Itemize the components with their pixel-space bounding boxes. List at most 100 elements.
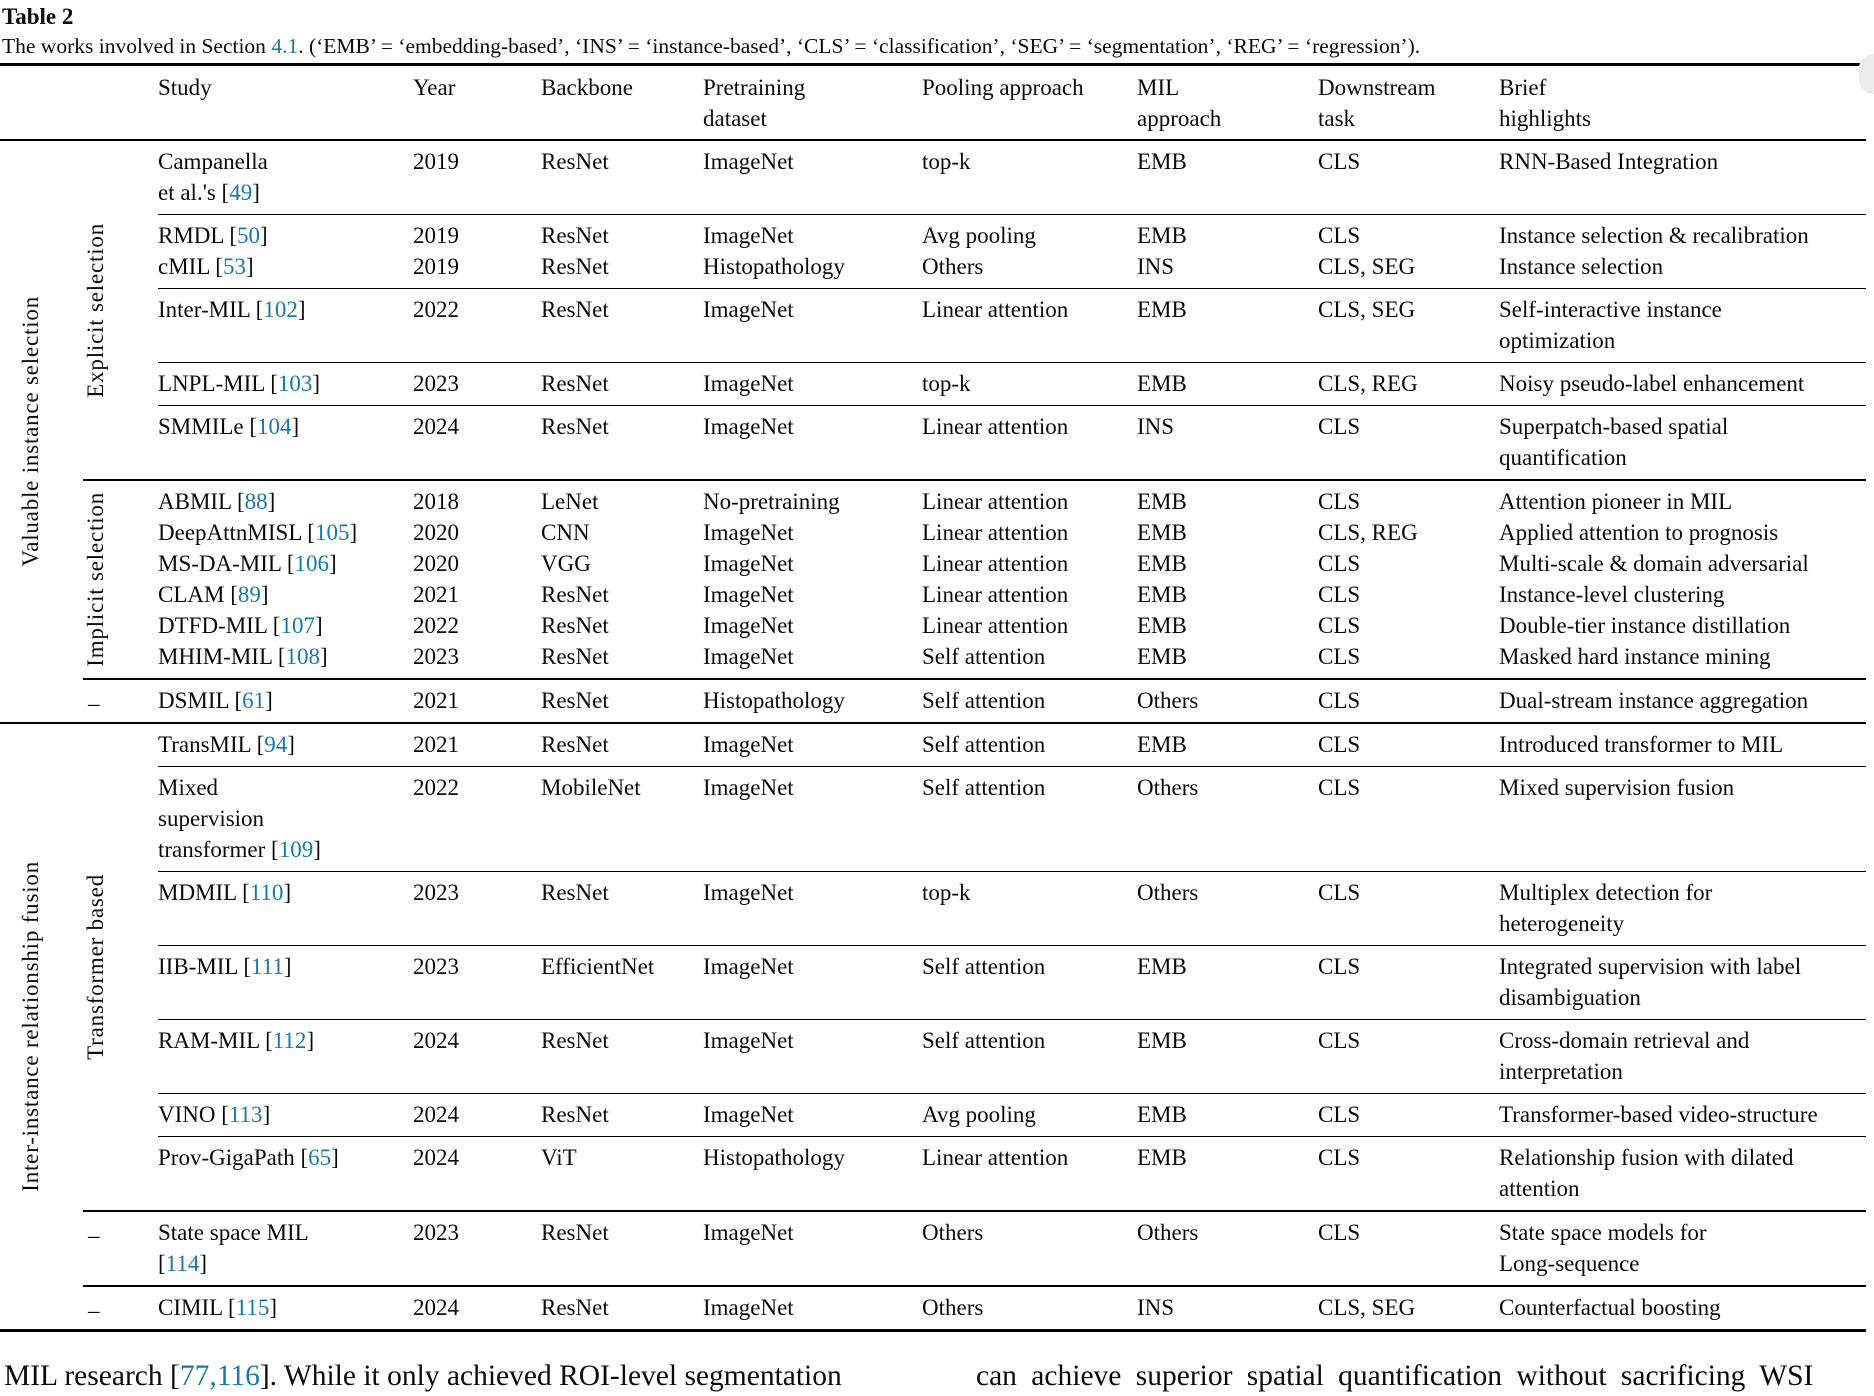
- cell-study: Mixed supervision transformer [109]: [158, 775, 321, 862]
- cell-year: 2019: [413, 254, 459, 279]
- subgroup-label: –: [88, 691, 100, 716]
- cell-backbone: ResNet: [541, 582, 609, 607]
- cell-mil: EMB: [1137, 732, 1187, 757]
- row-subgroup: Explicit selection Campanella et al.'s [49…: [83, 141, 1866, 479]
- cell-task: CLS: [1318, 644, 1361, 669]
- table-band: ABMIL [88] 2018 LeNet No-pretraining Linear …: [158, 481, 1866, 678]
- table-band: MDMIL [110] 2023 ResNet ImageNet top-k Others…: [158, 871, 1866, 945]
- cell-task: CLS: [1318, 414, 1361, 439]
- cell-backbone: ResNet: [541, 1102, 609, 1127]
- citation-link[interactable]: 105: [314, 520, 350, 545]
- cell-task: CLS: [1318, 149, 1361, 174]
- cell-mil: EMB: [1137, 371, 1187, 396]
- cell-pretraining: ImageNet: [703, 732, 794, 757]
- cell-study: TransMIL [94]: [158, 732, 295, 757]
- cell-mil: INS: [1137, 1295, 1175, 1320]
- cell-study: CLAM [89]: [158, 582, 269, 607]
- citation-link[interactable]: 104: [257, 414, 292, 439]
- cell-pretraining: Histopathology: [703, 254, 845, 279]
- cell-pretraining: ImageNet: [703, 954, 794, 979]
- table-band: Prov-GigaPath [65] 2024 ViT Histopathology L…: [158, 1136, 1866, 1210]
- citation-link[interactable]: 89: [237, 582, 261, 607]
- cell-mil: EMB: [1137, 489, 1187, 514]
- cell-pretraining: ImageNet: [703, 775, 794, 800]
- cell-backbone: ResNet: [541, 254, 609, 279]
- citation-link[interactable]: 106: [294, 551, 330, 576]
- cell-pretraining: ImageNet: [703, 223, 794, 248]
- cell-study: LNPL-MIL [103]: [158, 371, 321, 396]
- cell-pretraining: ImageNet: [703, 613, 794, 638]
- citation-link[interactable]: 103: [277, 371, 313, 396]
- citation-link[interactable]: 114: [165, 1251, 200, 1276]
- cell-backbone: MobileNet: [541, 775, 641, 800]
- citation-link[interactable]: 88: [244, 489, 268, 514]
- cell-study: Campanella et al.'s [49]: [158, 149, 268, 205]
- table-band: Inter-MIL [102] 2022 ResNet ImageNet Linear …: [158, 288, 1866, 362]
- table-row: DSMIL [61] 2021 ResNet Histopathology Self a…: [158, 685, 1866, 716]
- table-band: DSMIL [61] 2021 ResNet Histopathology Self a…: [158, 680, 1866, 722]
- row-subgroup: – DSMIL [61] 2021 ResNet Histopathology Self …: [83, 678, 1866, 722]
- section-link[interactable]: 4.1: [271, 34, 299, 58]
- citation-link[interactable]: 110: [249, 880, 284, 905]
- table-band: CIMIL [115] 2024 ResNet ImageNet Others INS CL…: [158, 1287, 1866, 1329]
- cell-task: CLS: [1318, 1102, 1361, 1127]
- citation-link[interactable]: 108: [285, 644, 321, 669]
- table-row: TransMIL [94] 2021 ResNet ImageNet Self atte…: [158, 729, 1866, 760]
- citation-link[interactable]: 61: [242, 688, 266, 713]
- row-subgroup: – CIMIL [115] 2024 ResNet ImageNet Others INS C…: [83, 1285, 1866, 1329]
- citation-link[interactable]: 65: [308, 1145, 332, 1170]
- citation-link[interactable]: 94: [264, 732, 288, 757]
- cell-mil: EMB: [1137, 223, 1187, 248]
- cell-study: MHIM-MIL [108]: [158, 644, 328, 669]
- cell-backbone: VGG: [541, 551, 591, 576]
- cell-year: 2020: [413, 551, 459, 576]
- edge-scroll-thumb: [1859, 54, 1874, 94]
- cell-mil: EMB: [1137, 582, 1187, 607]
- citation-link[interactable]: 53: [222, 254, 246, 279]
- works-table: Study Year Backbone Pretraining dataset Pooli…: [0, 63, 1866, 1332]
- table-row: LNPL-MIL [103] 2023 ResNet ImageNet top-k EMB…: [158, 368, 1866, 399]
- table-caption-block: Table 2 The works involved in Section 4.…: [0, 0, 1874, 59]
- table-row: RMDL [50] 2019 ResNet ImageNet Avg pooling EM…: [158, 220, 1866, 251]
- cell-pooling: Self attention: [922, 732, 1046, 757]
- cell-task: CLS, SEG: [1318, 254, 1416, 279]
- cell-year: 2023: [413, 880, 459, 905]
- citation-link[interactable]: 112: [272, 1028, 307, 1053]
- cell-pooling: Linear attention: [922, 297, 1069, 322]
- cell-mil: EMB: [1137, 297, 1187, 322]
- cell-study: VINO [113]: [158, 1102, 271, 1127]
- cell-task: CLS: [1318, 1028, 1361, 1053]
- cell-backbone: ResNet: [541, 732, 609, 757]
- cell-task: CLS: [1318, 775, 1361, 800]
- cell-mil: Others: [1137, 688, 1199, 713]
- table-band: Campanella et al.'s [49] 2019 ResNet ImageNe…: [158, 141, 1866, 214]
- cell-year: 2023: [413, 371, 459, 396]
- citation-link[interactable]: 113: [228, 1102, 263, 1127]
- cell-pooling: Linear attention: [922, 582, 1069, 607]
- citation-link[interactable]: 109: [278, 837, 314, 862]
- column-header-study: Study: [158, 75, 212, 100]
- citation-link[interactable]: 115: [235, 1295, 270, 1320]
- cell-highlights: Cross-domain retrieval and interpretation: [1499, 1028, 1750, 1084]
- body-text: MIL research [77,116]. While it only ach…: [0, 1356, 1874, 1396]
- citation-link[interactable]: 49: [229, 180, 253, 205]
- cell-highlights: Instance-level clustering: [1499, 582, 1725, 607]
- cell-highlights: Introduced transformer to MIL: [1499, 732, 1784, 757]
- cell-pooling: Linear attention: [922, 551, 1069, 576]
- row-subgroup: – State space MIL [114] 2023 ResNet ImageNet O…: [83, 1210, 1866, 1285]
- cell-year: 2024: [413, 1028, 459, 1053]
- citation-link[interactable]: 102: [263, 297, 298, 322]
- citation-link[interactable]: 107: [280, 613, 315, 638]
- subgroup-label-box: –: [83, 1287, 158, 1329]
- cell-highlights: Multiplex detection for heterogeneity: [1499, 880, 1713, 936]
- cell-year: 2021: [413, 582, 459, 607]
- cell-task: CLS: [1318, 223, 1361, 248]
- citation-link[interactable]: 77,116: [179, 1360, 260, 1392]
- cell-highlights: Superpatch-based spatial quantification: [1499, 414, 1729, 470]
- cell-backbone: ResNet: [541, 371, 609, 396]
- citation-link[interactable]: 50: [237, 223, 261, 248]
- cell-year: 2018: [413, 489, 459, 514]
- table-row: Mixed supervision transformer [109] 2022 Mob…: [158, 772, 1866, 865]
- cell-task: CLS: [1318, 613, 1361, 638]
- citation-link[interactable]: 111: [251, 954, 284, 979]
